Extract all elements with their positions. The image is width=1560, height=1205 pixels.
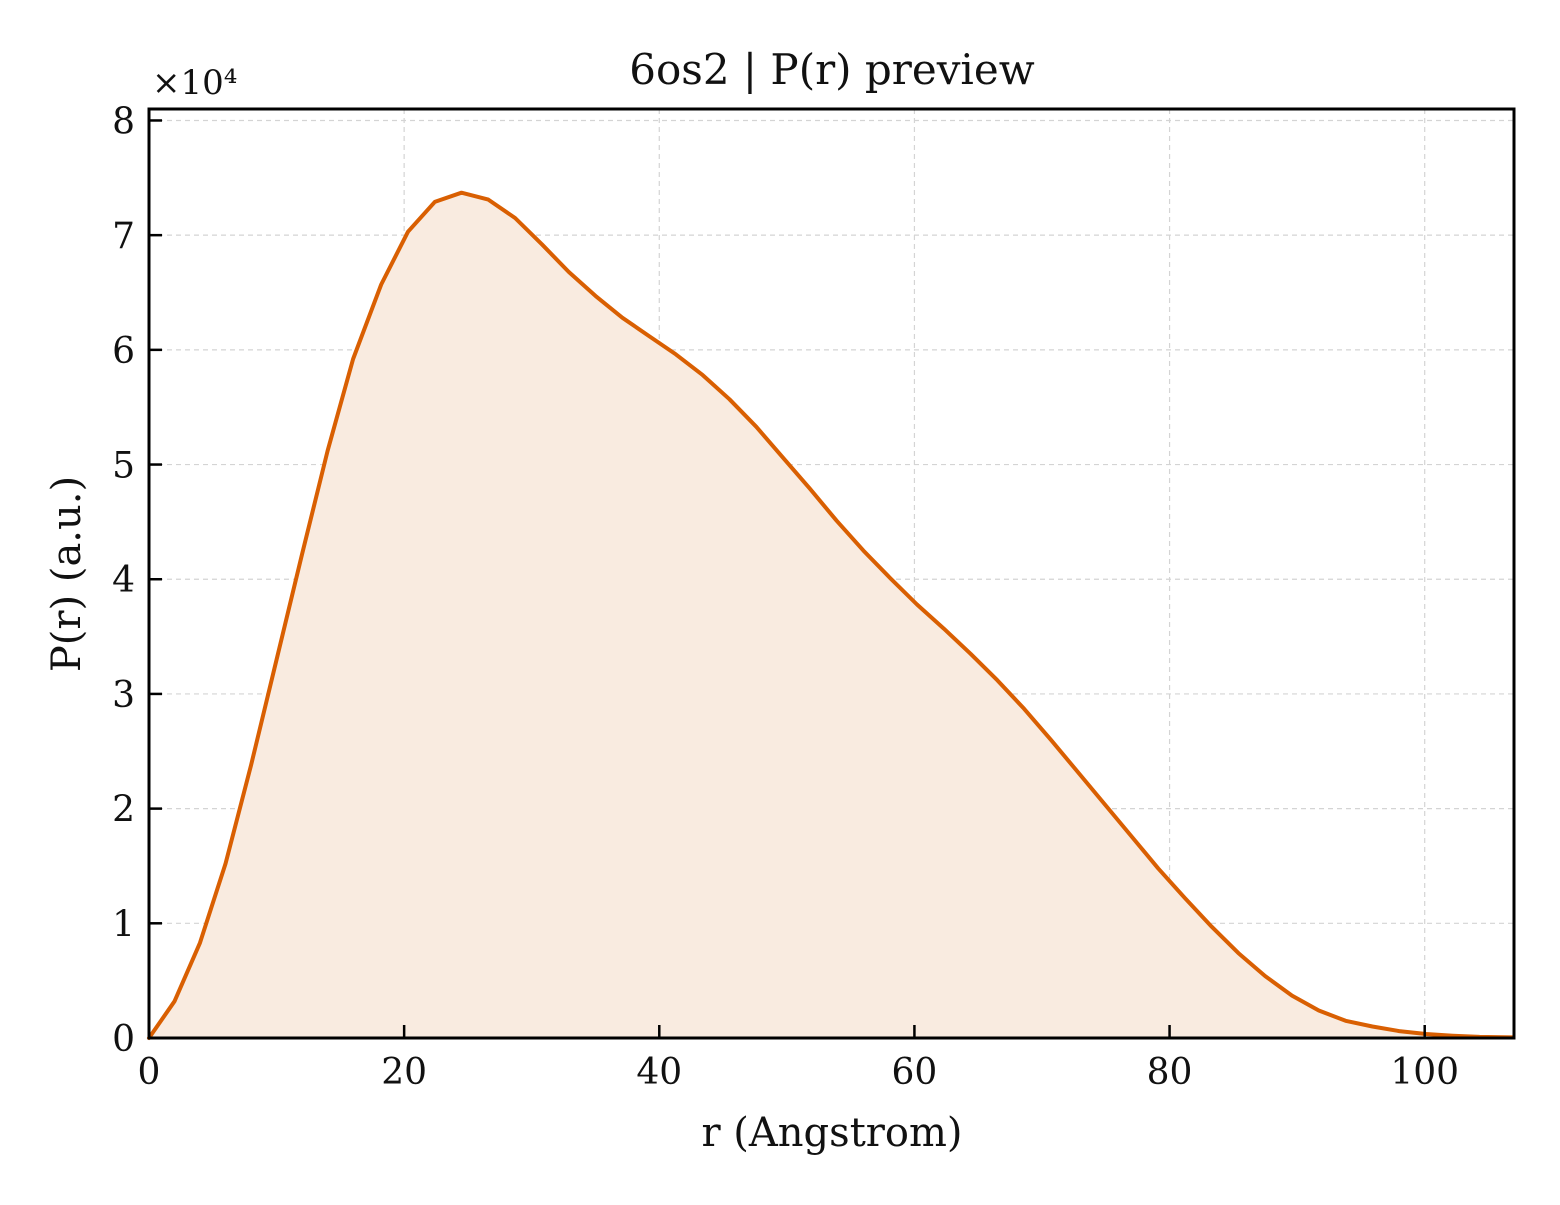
y-axis-multiplier: ×10⁴ [152, 63, 237, 103]
x-tick-label: 100 [1390, 1052, 1459, 1093]
x-axis-label: r (Angstrom) [701, 1110, 962, 1156]
x-tick-label: 40 [636, 1052, 682, 1093]
y-tick-label: 5 [112, 446, 135, 487]
y-axis-label: P(r) (a.u.) [44, 476, 90, 672]
y-tick-label: 4 [112, 560, 135, 601]
plot-frame [147, 107, 1516, 1040]
axis-ticks: 0 20 40 60 80 100 0 1 2 3 4 5 6 7 8 [112, 101, 1459, 1093]
series-line [147, 190, 1515, 1040]
y-tick-label: 3 [112, 675, 135, 716]
y-tick-label: 1 [112, 904, 135, 945]
area-fill [149, 192, 1513, 1038]
chart-title: 6os2 | P(r) preview [629, 45, 1034, 94]
y-tick-label: 0 [112, 1019, 135, 1060]
y-tick-label: 2 [112, 790, 135, 831]
x-tick-label: 60 [892, 1052, 938, 1093]
x-tick-label: 0 [138, 1052, 161, 1093]
x-tick-label: 80 [1147, 1052, 1193, 1093]
y-tick-label: 8 [112, 101, 135, 142]
x-tick-label: 20 [381, 1052, 427, 1093]
y-tick-label: 6 [112, 331, 135, 372]
y-tick-label: 7 [112, 216, 135, 257]
